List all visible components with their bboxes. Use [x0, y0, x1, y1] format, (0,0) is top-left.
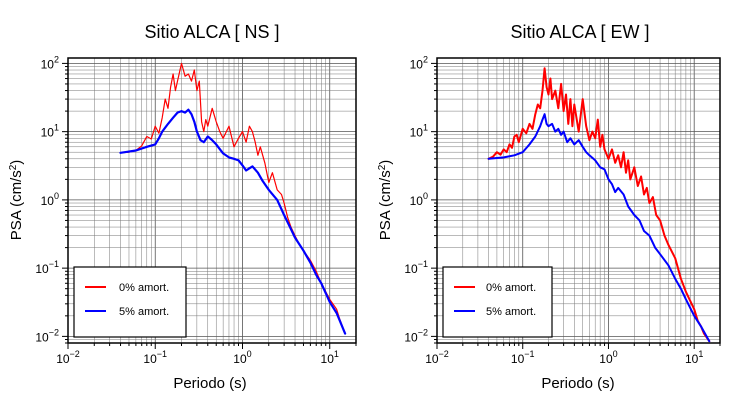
- x-axis-label: Periodo (s): [173, 375, 246, 392]
- x-tick-label: 10−2: [56, 349, 80, 366]
- legend-label-5pct: 5% amort.: [119, 306, 169, 318]
- x-tick-label: 10−2: [425, 349, 449, 366]
- tick-marks: [431, 62, 721, 349]
- y-tick-label: 10−2: [404, 327, 428, 344]
- x-tick-label: 100: [233, 349, 251, 366]
- y-tick-label: 101: [410, 123, 428, 140]
- x-tick-label: 101: [685, 349, 703, 366]
- legend-label-0pct: 0% amort.: [486, 282, 536, 294]
- y-tick-labels: 10−2 10−1 100 101 102: [404, 54, 428, 344]
- y-tick-label: 10−2: [35, 327, 59, 344]
- chart-panel-ns: Sitio ALCA [ NS ] 10−2 10−1 100 101 10−210−…: [8, 22, 357, 392]
- x-tick-label: 10−1: [143, 349, 167, 366]
- x-tick-labels: 10−2 10−1 100 101: [425, 349, 703, 366]
- chart-title: Sitio ALCA [ EW ]: [510, 22, 649, 42]
- grid-lines: [67, 58, 357, 344]
- legend-box: [73, 266, 187, 338]
- legend-label-5pct: 5% amort.: [486, 306, 536, 318]
- series-layer: [119, 62, 347, 335]
- tick-marks: [62, 62, 357, 349]
- y-tick-label: 101: [41, 123, 59, 140]
- series-line-5pct: [487, 113, 711, 343]
- legend: 0% amort. 5% amort.: [73, 266, 187, 338]
- x-axis-label: Periodo (s): [541, 375, 614, 392]
- x-tick-label: 10−1: [511, 349, 535, 366]
- y-tick-label: 100: [41, 191, 59, 208]
- legend-label-0pct: 0% amort.: [119, 282, 169, 294]
- x-tick-labels: 10−2 10−1 100 101: [56, 349, 339, 366]
- y-tick-label: 100: [410, 191, 428, 208]
- y-axis-label: PSA (cm/s2): [8, 160, 25, 241]
- series-line-5pct: [119, 108, 347, 335]
- plot-frame: [436, 57, 721, 344]
- plot-frame: [67, 57, 357, 344]
- legend: 0% amort. 5% amort.: [442, 266, 553, 338]
- y-tick-label: 102: [41, 54, 59, 71]
- chart-panel-ew: Sitio ALCA [ EW ] 10−2 10−1 100 101 10−210−…: [377, 22, 721, 392]
- x-tick-label: 100: [599, 349, 617, 366]
- series-layer: [487, 67, 711, 343]
- y-tick-labels: 10−2 10−1 100 101 102: [35, 54, 59, 344]
- y-tick-label: 10−1: [35, 259, 59, 276]
- y-tick-label: 102: [410, 54, 428, 71]
- legend-box: [442, 266, 553, 338]
- y-axis-label: PSA (cm/s2): [377, 160, 394, 241]
- x-tick-label: 101: [321, 349, 339, 366]
- chart-title: Sitio ALCA [ NS ]: [144, 22, 279, 42]
- series-line-0pct: [487, 67, 711, 343]
- y-tick-label: 10−1: [404, 259, 428, 276]
